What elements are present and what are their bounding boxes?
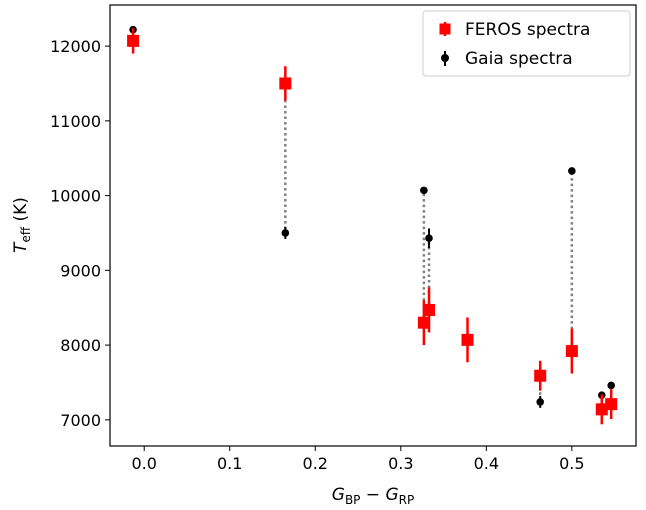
y-axis: 7000 8000 9000 10000 11000 12000 (50, 37, 110, 430)
axes-frame (109, 4, 637, 447)
y-tick-label: 9000 (60, 261, 101, 280)
y-tick-label: 10000 (50, 187, 101, 206)
x-tick-label: 0.1 (217, 454, 242, 473)
x-tick-label: 0.2 (303, 454, 328, 473)
x-axis-label: GBP − GRP (332, 485, 414, 507)
feros-point (417, 316, 430, 329)
gaia-point (425, 234, 433, 243)
feros-point (461, 333, 474, 346)
gaia-point (568, 167, 576, 175)
feros-point (605, 398, 618, 411)
feros-point (534, 369, 547, 382)
feros-point (423, 303, 436, 316)
legend-box (422, 10, 631, 77)
feros-point (127, 34, 140, 47)
gaia-point (607, 381, 615, 390)
feros-point (595, 403, 608, 416)
gaia-point (536, 398, 545, 406)
legend-gaia-marker (441, 51, 449, 66)
y-tick-label: 12000 (50, 37, 101, 56)
feros-point (279, 77, 292, 90)
x-axis: 0.0 0.1 0.2 0.3 0.4 0.5 (131, 446, 585, 473)
gaia-series (129, 25, 615, 408)
legend: FEROS spectra Gaia spectra (422, 10, 631, 77)
connector-lines (131, 29, 613, 410)
legend-feros-label: FEROS spectra (465, 20, 590, 40)
x-tick-label: 0.0 (131, 454, 156, 473)
feros-series (127, 28, 618, 425)
gaia-point (281, 229, 290, 237)
x-tick-label: 0.4 (474, 454, 499, 473)
y-axis-label: Teff (K) (11, 197, 33, 253)
y-tick-label: 8000 (60, 336, 101, 355)
feros-point (565, 345, 578, 358)
legend-gaia-label: Gaia spectra (465, 49, 573, 69)
x-tick-label: 0.3 (388, 454, 413, 473)
y-tick-label: 7000 (60, 411, 101, 430)
y-tick-label: 11000 (50, 112, 101, 131)
legend-feros-marker (439, 22, 451, 36)
x-tick-label: 0.5 (559, 454, 584, 473)
gaia-point (420, 186, 428, 195)
